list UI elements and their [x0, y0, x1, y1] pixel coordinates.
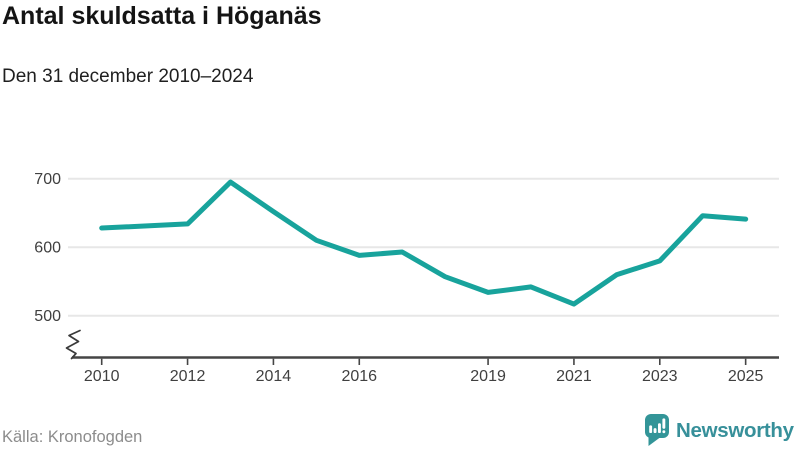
x-tick-label: 2023	[642, 368, 678, 385]
x-tick-label: 2021	[556, 368, 592, 385]
y-tick-label: 500	[34, 308, 61, 325]
y-tick-label: 700	[34, 171, 61, 188]
y-tick-label: 600	[34, 240, 61, 257]
x-tick-label: 2016	[341, 368, 377, 385]
newsworthy-logo-text: Newsworthy	[676, 419, 794, 442]
newsworthy-logo: Newsworthy	[644, 413, 796, 449]
chart-subtitle: Den 31 december 2010–2024	[2, 66, 254, 87]
x-tick-label: 2012	[170, 368, 206, 385]
source-text: Källa: Kronofogden	[2, 428, 143, 446]
data-line	[99, 179, 749, 307]
x-tick-label: 2014	[256, 368, 292, 385]
x-tick-label: 2010	[84, 368, 120, 385]
newsworthy-chart-bubble-icon	[645, 414, 669, 446]
chart-title: Antal skuldsatta i Höganäs	[2, 2, 322, 30]
x-tick-label: 2025	[728, 368, 764, 385]
x-tick-label: 2019	[470, 368, 506, 385]
axis-break-icon	[65, 329, 81, 360]
